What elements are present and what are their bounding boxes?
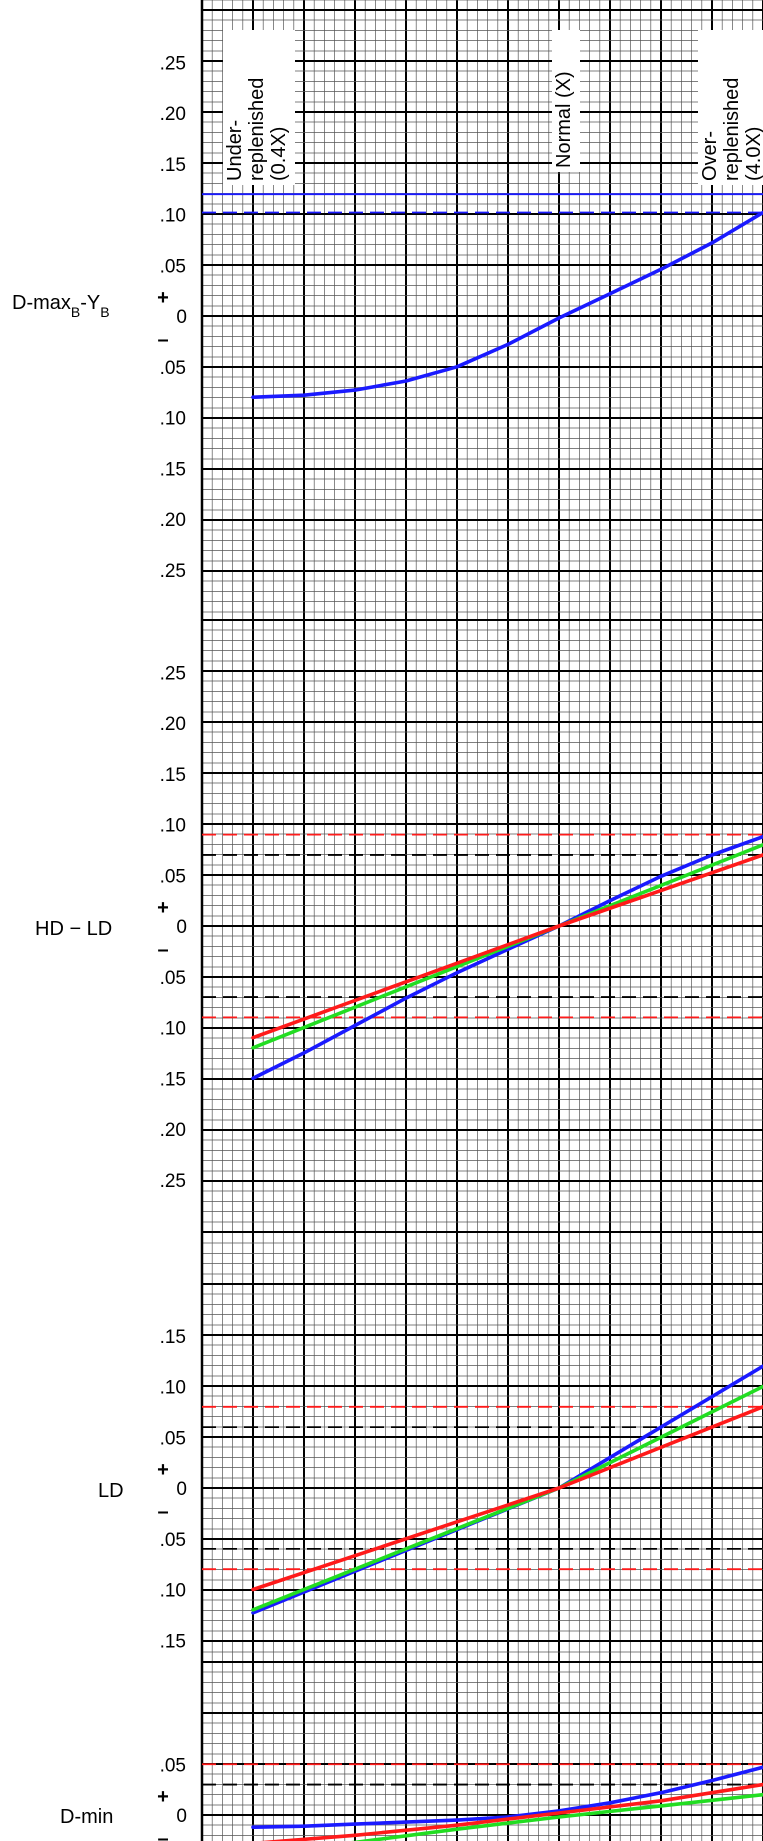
series-line <box>251 1765 763 1829</box>
y-tick-label: .15 <box>160 1069 186 1090</box>
y-tick-label: .05 <box>160 1755 186 1776</box>
y-tick-label: .20 <box>160 1120 186 1141</box>
y-tick-label: .15 <box>160 1631 186 1652</box>
y-tick-label: .15 <box>160 765 186 786</box>
annotation-text: replenished <box>721 78 743 181</box>
annotation-text: Under- <box>224 120 246 181</box>
plus-sign: + <box>157 1786 169 1808</box>
annotation-text: replenished <box>246 78 268 181</box>
minus-sign: – <box>157 1501 168 1523</box>
series-line <box>251 853 763 1040</box>
control-limits <box>202 193 763 1786</box>
y-tick-label: .25 <box>160 1171 186 1192</box>
y-tick-label: .05 <box>160 358 186 379</box>
minus-sign: – <box>157 939 168 961</box>
y-tick-label: .15 <box>160 1327 186 1348</box>
condition-annotation: Over-replenished (4.0X) <box>698 30 763 185</box>
series-line <box>251 210 763 400</box>
condition-annotation: Normal (X) <box>552 30 580 172</box>
series-line <box>251 834 763 1081</box>
y-tick-label: .05 <box>160 256 186 277</box>
y-tick-label: .05 <box>160 866 186 887</box>
y-tick-label: .15 <box>160 155 186 176</box>
y-tick-label: .10 <box>160 409 186 430</box>
y-tick-label: .10 <box>160 1019 186 1040</box>
y-tick-label: .10 <box>160 816 186 837</box>
minus-sign: – <box>157 1828 168 1841</box>
y-tick-label: .25 <box>160 663 186 684</box>
y-tick-label: .20 <box>160 104 186 125</box>
annotation-background <box>552 30 580 172</box>
annotation-text: Normal (X) <box>553 71 575 168</box>
plus-sign: + <box>157 897 169 919</box>
annotation-background <box>698 30 763 185</box>
axis-labels: .25 .20 .15 .10 .05 0 .05 .10 .15 .20 .25 + – D-maxB-… <box>12 53 187 1841</box>
plus-sign: + <box>157 287 169 309</box>
y-tick-label: .25 <box>160 53 186 74</box>
y-tick-label: 0 <box>176 1479 187 1500</box>
y-axis-label: D-min <box>60 1806 113 1828</box>
y-tick-label: 0 <box>176 307 187 328</box>
y-tick-label: .05 <box>160 968 186 989</box>
y-tick-label: 0 <box>176 1806 187 1827</box>
y-tick-label: .25 <box>160 561 186 582</box>
y-axis-label: HD − LD <box>35 918 112 940</box>
data-series <box>251 210 763 1841</box>
annotation-text: Over- <box>699 131 721 181</box>
y-tick-label: .15 <box>160 459 186 480</box>
y-tick-label: .10 <box>160 1581 186 1602</box>
plus-sign: + <box>157 1459 169 1481</box>
y-tick-label: .05 <box>160 1428 186 1449</box>
y-axis-label: D-maxB-YB <box>12 292 110 320</box>
minus-sign: – <box>157 329 168 351</box>
annotation-text: (4.0X) <box>743 127 763 181</box>
series-line <box>251 1405 763 1592</box>
series-line <box>350 1792 763 1841</box>
y-axis-label: LD <box>98 1480 124 1502</box>
y-tick-label: .20 <box>160 510 186 531</box>
annotation-background <box>223 30 295 185</box>
condition-annotation: Under-replenished (0.4X) <box>223 30 295 185</box>
y-tick-label: 0 <box>176 917 187 938</box>
y-tick-label: .20 <box>160 714 186 735</box>
series-line <box>260 1782 763 1841</box>
chart-grid <box>200 0 763 1841</box>
y-tick-label: .05 <box>160 1530 186 1551</box>
annotation-text: (0.4X) <box>268 127 290 181</box>
condition-annotations: Under-replenished (0.4X) Normal (X) Over-re… <box>223 30 763 185</box>
y-tick-label: .10 <box>160 206 186 227</box>
y-tick-label: .10 <box>160 1378 186 1399</box>
